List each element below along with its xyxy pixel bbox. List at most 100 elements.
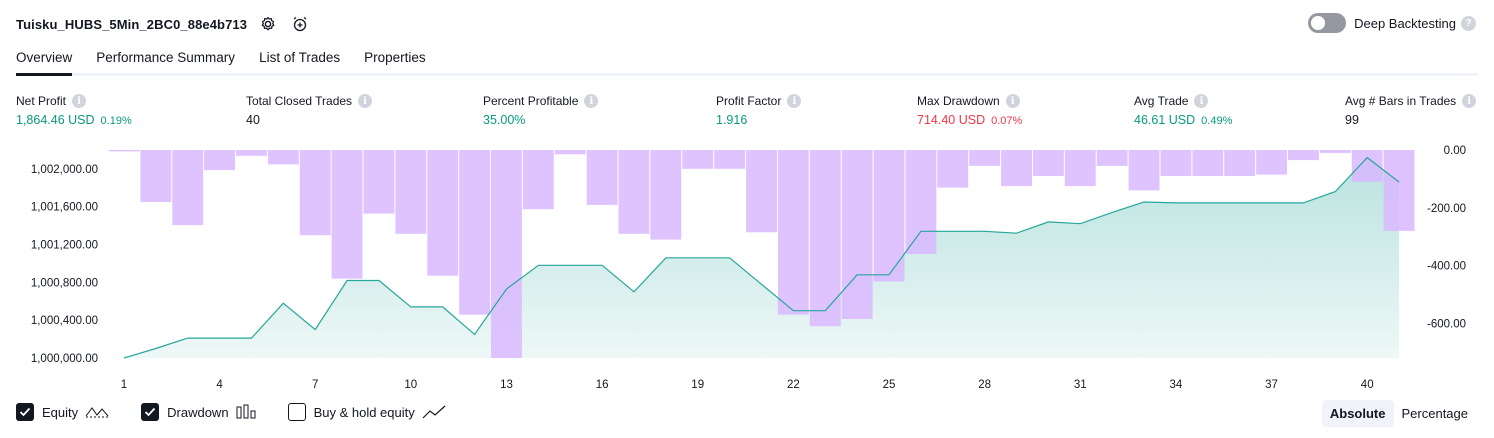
stat-percent: 0.07% [991,115,1023,127]
info-icon[interactable]: i [1462,94,1477,108]
drawdown-bar [459,150,491,315]
legend-equity[interactable]: Equity [16,403,109,421]
strategy-header: Tuisku_HUBS_5Min_2BC0_88e4b713 [16,14,311,34]
x-axis-tick-label: 4 [216,379,223,391]
x-axis-tick-label: 19 [691,379,704,391]
percentage-button[interactable]: Percentage [1401,406,1469,421]
summary-stats: Net Profit i 1,864.46 USD 0.19% Total Clos… [0,94,1494,134]
info-icon[interactable]: i [1005,94,1020,108]
right-axis-tick-label: 0.00 [1444,145,1466,157]
scale-toggle: Absolute Percentage [1321,400,1476,427]
left-axis-tick-label: 1,000,400.00 [31,315,98,327]
help-icon[interactable]: ? [1461,15,1476,31]
stat-label: Net Profit [16,94,67,108]
drawdown-bar [1256,150,1287,175]
info-icon[interactable]: i [787,94,802,108]
stat-label: Total Closed Trades [246,94,353,108]
tab-overview[interactable]: Overview [16,46,73,76]
drawdown-bar [1319,150,1351,153]
equity-area [123,157,1400,358]
drawdown-bar [1128,150,1160,191]
x-axis-tick-label: 34 [1170,379,1183,391]
x-axis-tick-label: 37 [1265,379,1278,391]
x-axis-tick-label: 31 [1074,379,1087,391]
stat-value: 40 [246,113,260,127]
drawdown-bar [299,150,331,236]
left-axis-tick-label: 1,001,600.00 [31,202,98,214]
deep-backtesting-toggle[interactable] [1308,13,1347,33]
drawdown-bar [395,150,427,234]
stat-percent: 0.49% [1201,115,1233,127]
drawdown-bar [1096,150,1128,166]
drawdown-bar [363,150,395,214]
info-icon[interactable]: i [358,94,373,108]
drawdown-bar [140,150,172,202]
drawdown-bar [650,150,682,240]
legend-drawdown[interactable]: Drawdown [141,403,256,421]
tab-properties[interactable]: Properties [364,50,426,65]
left-axis-tick-label: 1,000,000.00 [31,353,98,365]
buy-hold-checkbox[interactable] [287,403,306,421]
left-axis-tick-label: 1,002,000.00 [31,164,98,176]
report-tabs: Overview Performance Summary List of Tra… [16,46,1478,76]
x-axis-tick-label: 13 [500,379,513,391]
legend-label: Drawdown [167,404,229,420]
drawdown-bar [331,150,363,279]
legend-buy-hold-equity[interactable]: Buy & hold equity [287,403,446,421]
tab-performance-summary[interactable]: Performance Summary [96,50,236,65]
drawdown-bar [1192,150,1224,176]
stat-value: 46.61 USD [1134,113,1196,127]
x-axis-tick-label: 1 [121,379,127,391]
alarm-clock-plus-icon[interactable] [289,13,311,35]
equity-checkbox[interactable] [16,403,34,421]
drawdown-bar [1288,150,1319,161]
drawdown-bar [554,150,586,155]
drawdown-bar [682,150,714,169]
strategy-name: Tuisku_HUBS_5Min_2BC0_88e4b713 [16,16,248,32]
drawdown-bar [969,150,1001,166]
drawdown-bars-icon [236,404,256,420]
equity-drawdown-chart[interactable]: 1,000,000.00 1,000,400.00 1,000,800.00 1,00… [0,140,1494,400]
x-axis-tick-label: 40 [1361,379,1374,391]
drawdown-bar [172,150,204,226]
deep-backtesting-control: Deep Backtesting ? [1308,13,1476,33]
stat-value: 1,864.46 USD [16,113,95,127]
drawdown-bar [491,150,522,358]
trend-line-icon [422,404,446,420]
right-axis-tick-label: -400.00 [1427,261,1466,273]
x-axis-tick-label: 10 [404,379,417,391]
x-axis-tick-label: 7 [312,379,318,391]
drawdown-bar [1033,150,1064,176]
drawdown-bar [427,150,459,276]
stat-value: 714.40 USD [917,113,986,127]
stat-label: Avg Trade [1134,94,1189,108]
absolute-button[interactable]: Absolute [1321,400,1394,427]
stat-label: Max Drawdown [917,94,1000,108]
stat-value: 99 [1345,113,1359,127]
tab-list-of-trades[interactable]: List of Trades [259,50,341,65]
drawdown-bar [204,150,235,171]
legend-label: Buy & hold equity [313,404,415,420]
drawdown-bar [1160,150,1192,176]
chart-legend: Equity Drawdown Buy & hold equity [16,403,478,421]
stat-avg-bars-in-trades: Avg # Bars in Trades i 99 [1345,94,1477,127]
gear-icon[interactable] [257,13,279,35]
stat-profit-factor: Profit Factor i 1.916 [716,94,802,127]
equity-line-icon [85,404,109,420]
drawdown-bar [1224,150,1256,176]
stat-percent: 0.19% [100,115,132,127]
drawdown-bar [714,150,746,169]
info-icon[interactable]: i [584,94,599,108]
info-icon[interactable]: i [72,94,87,108]
stat-avg-trade: Avg Trade i 46.61 USD 0.49% [1134,94,1232,127]
equity-line [123,156,1400,359]
x-axis-tick-label: 28 [978,379,991,391]
stat-max-drawdown: Max Drawdown i 714.40 USD 0.07% [917,94,1022,127]
stat-value: 1.916 [716,113,748,127]
info-icon[interactable]: i [1194,94,1209,108]
drawdown-bar [777,150,809,315]
drawdown-bar [236,150,267,156]
x-axis-tick-label: 22 [787,379,800,391]
drawdown-bar [937,150,969,188]
drawdown-checkbox[interactable] [141,403,160,421]
